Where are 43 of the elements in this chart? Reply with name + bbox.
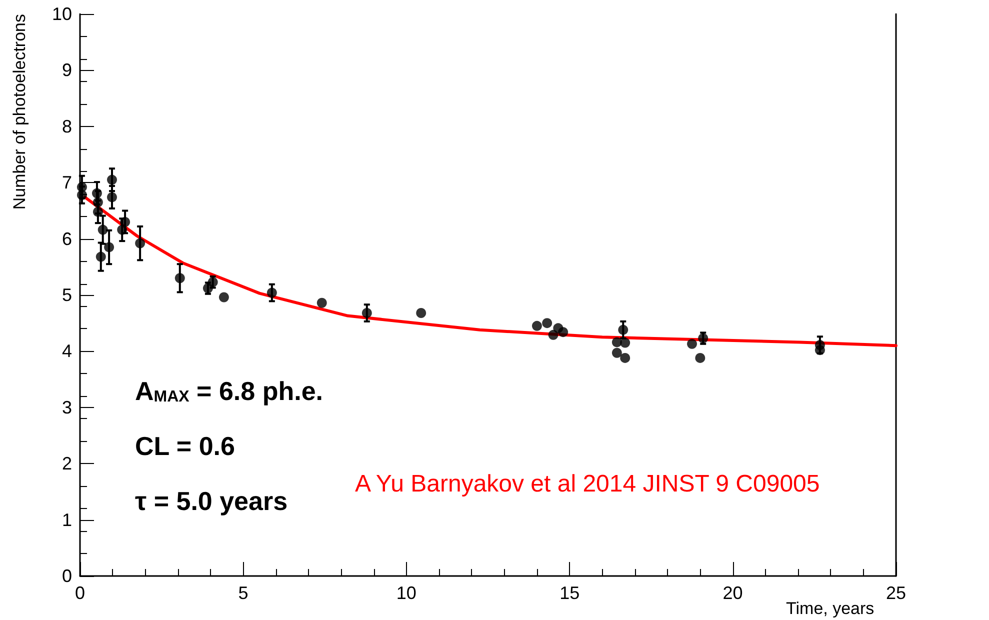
y-tick-label: 2 (62, 454, 72, 474)
point (612, 348, 622, 358)
point (687, 338, 697, 349)
point (174, 273, 185, 284)
point (362, 308, 372, 318)
x-tick-label: 25 (886, 583, 906, 603)
x-tick-label: 0 (74, 583, 86, 603)
y-tick-label: 4 (62, 341, 72, 362)
point (104, 242, 114, 252)
point (135, 238, 146, 248)
point (316, 298, 327, 308)
point (620, 352, 630, 363)
y-tick-label: 6 (62, 228, 72, 249)
point (548, 330, 558, 340)
x-tick-label: 15 (560, 583, 580, 603)
annotation: AMAX = 6.8 ph.e. (135, 376, 324, 406)
x-axis-title: Time, years (786, 599, 874, 618)
point (618, 324, 628, 335)
y-tick-label: 1 (62, 510, 72, 530)
point (695, 352, 706, 363)
y-tick-label: 0 (62, 566, 72, 586)
y-axis-title: Number of photoelectrons (10, 14, 29, 210)
y-tick-label: 8 (62, 116, 72, 136)
point (218, 292, 229, 302)
annotation: A Yu Barnyakov et al 2014 JINST 9 C09005 (355, 470, 820, 498)
annotation: CL = 0.6 (135, 431, 235, 461)
point (612, 337, 622, 348)
y-tick-label: 5 (62, 285, 72, 305)
point (98, 224, 108, 235)
point (558, 327, 568, 338)
y-tick-label: 3 (62, 397, 72, 418)
point (266, 288, 277, 298)
y-tick-label: 9 (62, 60, 72, 80)
x-tick-label: 20 (722, 583, 743, 603)
x-tick-label: 10 (396, 583, 416, 603)
point (532, 320, 542, 331)
y-tick-label: 7 (62, 172, 72, 193)
point (542, 318, 552, 328)
point (96, 252, 106, 262)
x-tick-label: 5 (238, 583, 248, 603)
annotation: τ = 5.0 years (135, 486, 288, 516)
y-tick-label: 10 (52, 4, 72, 24)
point (416, 308, 426, 318)
